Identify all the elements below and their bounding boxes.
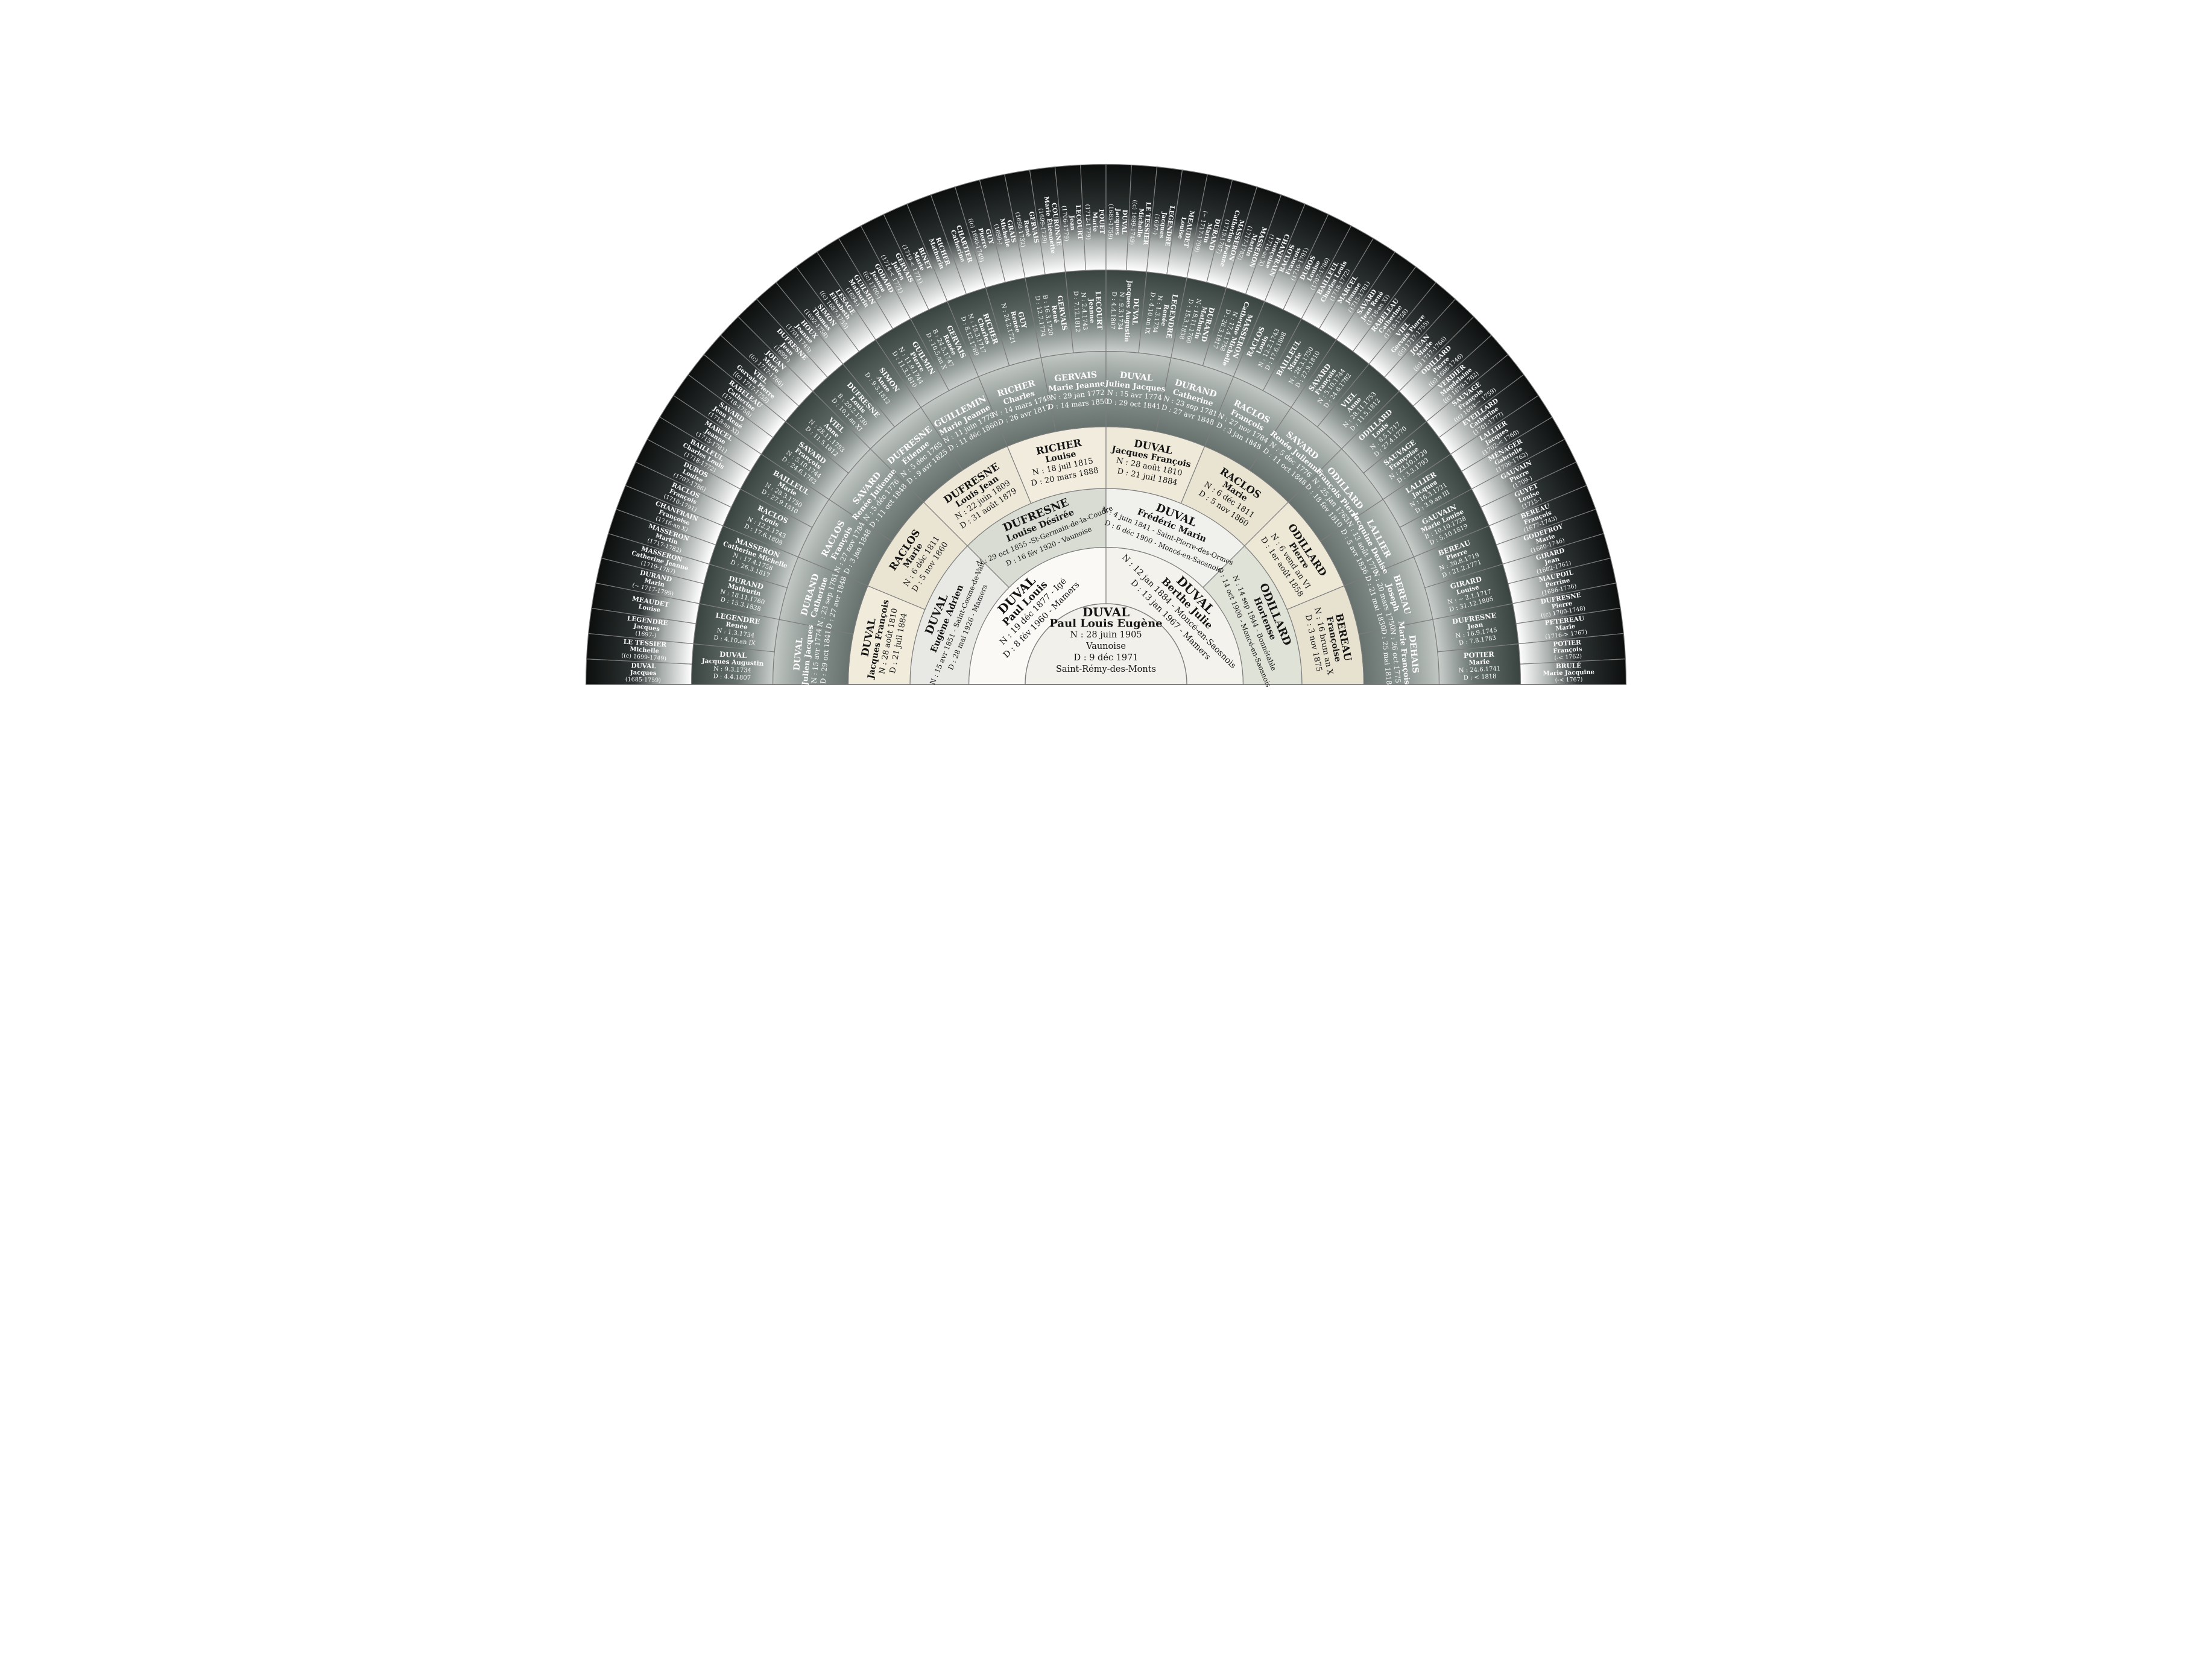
person-label-line: LECOURT	[1094, 291, 1104, 330]
segments-layer	[585, 163, 1627, 685]
person-label-line: BRULÉ	[1556, 661, 1581, 670]
person-label-line: GUY	[1016, 311, 1029, 329]
person-label-line: Jacques	[630, 669, 657, 677]
person-label-line: (1697-)	[635, 630, 657, 639]
person-label-line: Jean	[1467, 621, 1484, 631]
person-label-line: DUVAL	[1131, 298, 1140, 326]
person-label-line: René	[1050, 305, 1060, 323]
person-label-line: N : 2.4.1743	[1079, 292, 1088, 330]
person-label-line: Jacques Augustin	[701, 657, 764, 668]
center-label-line: DUVAL	[1082, 605, 1130, 619]
person-label-line: Marie	[1468, 659, 1490, 667]
person-label-line: DUVAL	[1119, 370, 1153, 383]
person-label-line: LE TESSIER	[1142, 201, 1152, 245]
person-label-line: N : 9.3.1734	[713, 666, 751, 674]
person-label-line: N : 9.3.1734	[1116, 292, 1125, 330]
person-label-line: D : 4.4.1807	[1109, 291, 1117, 329]
person-label-line: Jean	[1068, 215, 1076, 231]
person-label-line: Renée	[1159, 304, 1169, 327]
person-label-line: DUVAL	[719, 650, 747, 660]
person-label-line: Jacques	[633, 623, 660, 633]
person-label-line: (1706-1779)	[1060, 206, 1069, 242]
person-label-line: LECOURT	[1074, 204, 1084, 240]
person-label-line: POTIER	[1464, 650, 1495, 660]
center-label-line: Paul Louis Eugène	[1049, 618, 1162, 630]
page: DUVAL Paul Louis N : 19 déc 1877 - Igé D : …	[553, 0, 1659, 830]
person-label-line: Michelle	[630, 646, 659, 655]
person-label-line: DUVAL	[1120, 209, 1128, 235]
person-label-line: Michelle	[1136, 208, 1145, 238]
center-label-line: Vaunoise	[1085, 642, 1126, 651]
center-segment	[1025, 603, 1187, 685]
person-label-line: ((c) 1699-1749)	[621, 653, 666, 662]
person-label-line: Marie Jacquine	[1543, 669, 1594, 677]
person-label-line: GERVAIS	[1054, 370, 1098, 384]
person-label-line: Marie	[1555, 624, 1576, 633]
person-label-line: René	[1022, 220, 1032, 238]
person-label-line: (-< 1762)	[1554, 653, 1582, 662]
person-label-line: François	[1553, 646, 1582, 655]
person-label-line: DEHAIS	[1407, 634, 1420, 674]
person-label-line: (1697-)	[1151, 213, 1160, 235]
person-label-line: N : 24.6.1741	[1459, 666, 1501, 674]
person-label-line: Jacques Augustin	[1123, 280, 1133, 343]
person-label-line: (1712-1779)	[1084, 204, 1091, 239]
person-label-line: POTIER	[1553, 639, 1582, 648]
person-label-line: LE TESSIER	[623, 638, 666, 648]
person-label-line: D : 4.4.1807	[713, 673, 751, 681]
person-label-line: (1685-1759)	[1107, 204, 1114, 239]
person-label-line: DUVAL	[792, 637, 804, 671]
person-label-line: Marie	[1091, 212, 1098, 232]
person-label-line: Jacques	[1158, 211, 1168, 239]
person-label-line: Jacques	[1114, 208, 1121, 235]
person-label-line: ((c) 1699-1749)	[1128, 200, 1138, 245]
person-label-line: Renée	[725, 621, 748, 631]
person-label-line: (-< 1767)	[1555, 677, 1583, 684]
center-label-line: D : 9 déc 1971	[1073, 653, 1138, 663]
person-label-line: D : 7.12.1812	[1072, 291, 1081, 332]
person-label-line: FOUET	[1098, 209, 1105, 235]
person-label-line: D : < 1818	[1464, 673, 1497, 681]
person-label-line: Jeanne	[1087, 298, 1096, 323]
person-label-line: DUVAL	[631, 662, 656, 670]
center-label-line: Saint-Rémy-des-Monts	[1056, 665, 1156, 674]
center-label-line: N : 28 juin 1905	[1070, 630, 1142, 640]
person-label-line: (1685-1759)	[625, 676, 661, 683]
